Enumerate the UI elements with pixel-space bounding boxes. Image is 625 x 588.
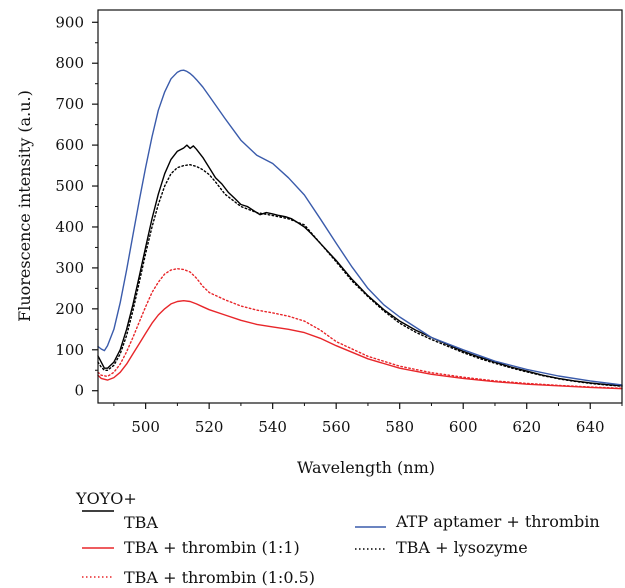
y-tick-label-800: 800 (55, 54, 84, 72)
x-tick-label-620: 620 (512, 418, 541, 436)
y-tick-label-500: 500 (55, 177, 84, 195)
x-tick-label-540: 540 (258, 418, 287, 436)
y-axis-title: Fluorescence intensity (a.u.) (15, 90, 34, 322)
x-axis-title: Wavelength (nm) (297, 458, 435, 477)
legend-label-tba-thrombin-1-1: TBA + thrombin (1:1) (124, 538, 300, 557)
x-tick-label-640: 640 (576, 418, 605, 436)
legend-label-tba-lysozyme: TBA + lysozyme (396, 538, 528, 557)
series-line-2 (97, 268, 623, 389)
legend: YOYO+ TBA TBA + thrombin (1:1) TBA + thr… (75, 489, 600, 587)
x-tick-label-600: 600 (449, 418, 478, 436)
legend-label-tba-thrombin-1-05: TBA + thrombin (1:0.5) (124, 568, 315, 587)
y-tick-label-700: 700 (55, 95, 84, 113)
series-line-1 (97, 300, 623, 390)
legend-label-atp-aptamer-thrombin: ATP aptamer + thrombin (395, 512, 600, 531)
x-tick-label-580: 580 (385, 418, 414, 436)
series-line-3 (97, 69, 623, 386)
y-tick-label-200: 200 (55, 300, 84, 318)
y-tick-label-300: 300 (55, 259, 84, 277)
y-axis-ticks: 0 100 200 300 400 500 600 700 800 900 (55, 13, 98, 400)
series-layer (97, 69, 623, 390)
x-tick-label-560: 560 (322, 418, 351, 436)
series-line-0 (97, 144, 623, 387)
legend-title: YOYO+ (75, 489, 137, 508)
y-tick-label-400: 400 (55, 218, 84, 236)
y-tick-label-600: 600 (55, 136, 84, 154)
x-tick-label-520: 520 (195, 418, 224, 436)
x-axis-ticks: 500 520 540 560 580 600 620 640 (113, 403, 623, 436)
legend-label-tba: TBA (124, 513, 158, 532)
plot-frame (97, 9, 623, 404)
y-tick-label-0: 0 (74, 382, 84, 400)
series-line-4 (97, 163, 623, 387)
y-tick-label-900: 900 (55, 13, 84, 31)
y-tick-label-100: 100 (55, 341, 84, 359)
x-tick-label-500: 500 (131, 418, 160, 436)
